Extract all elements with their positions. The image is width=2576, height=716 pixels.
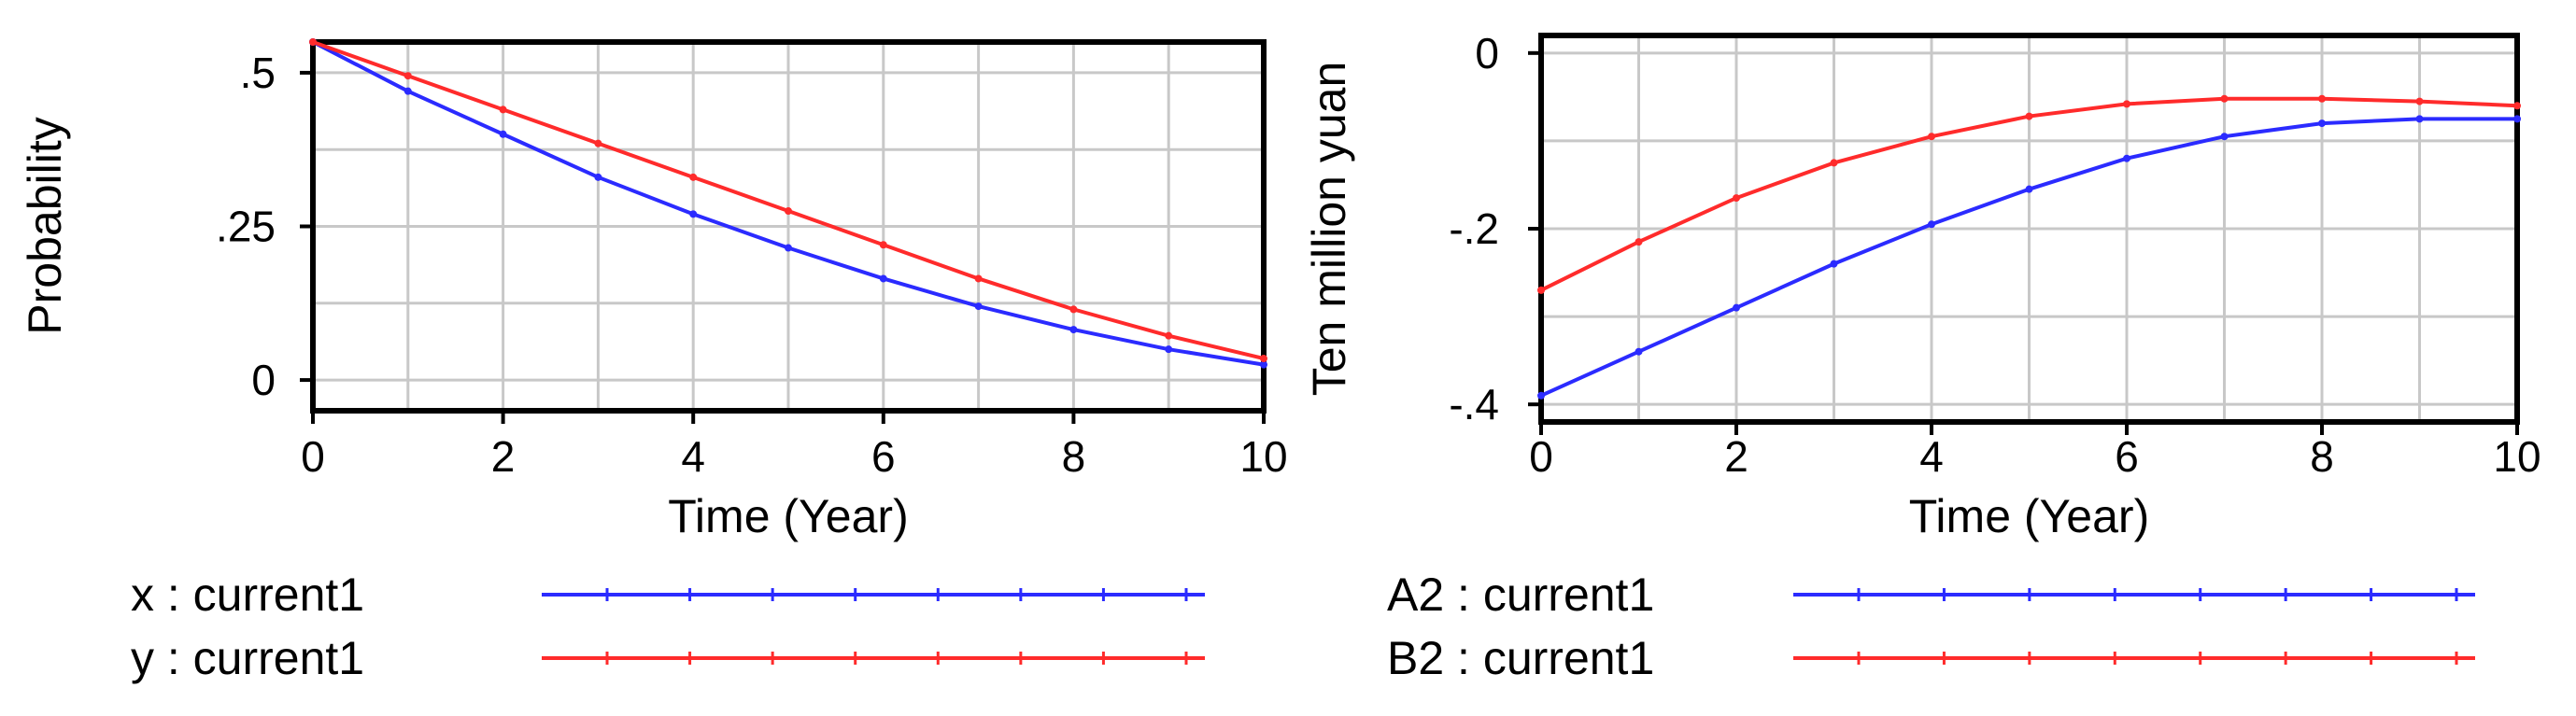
chart1-series-2-point xyxy=(689,173,698,181)
chart2-legend-label: B2 : current1 xyxy=(1387,632,1654,684)
chart2-series-1-point xyxy=(1537,391,1545,400)
chart1-series-2-point xyxy=(309,38,317,46)
chart1-x-tick-label: 2 xyxy=(491,432,516,481)
chart1-series-2-point xyxy=(785,207,792,216)
chart1-series-1-point xyxy=(785,244,792,252)
chart2-x-tick-label: 6 xyxy=(2115,432,2139,481)
chart1-series-1-point xyxy=(499,130,507,138)
chart2-series-2-point xyxy=(2318,94,2326,103)
chart2-x-tick-label: 2 xyxy=(1724,432,1748,481)
chart1-legend-label: y : current1 xyxy=(131,632,364,684)
chart1-x-tick-label: 10 xyxy=(1239,432,1287,481)
chart1-y-tick-label: .5 xyxy=(240,49,276,97)
chart2-series-2-point xyxy=(1928,133,1935,141)
chart1-x-axis-title: Time (Year) xyxy=(668,490,908,542)
chart2-series-2-point xyxy=(1635,238,1643,246)
chart2-y-tick-label: 0 xyxy=(1475,29,1499,77)
chart2-series-1-point xyxy=(2415,115,2424,123)
chart2-series-1-point xyxy=(1733,303,1740,312)
chart2-series-2-point xyxy=(1537,286,1545,294)
chart2-series-2-point xyxy=(2513,102,2521,110)
chart2-series-1-point xyxy=(2513,115,2521,123)
chart2-y-tick-label: -.4 xyxy=(1449,380,1499,428)
chart2-x-tick-label: 10 xyxy=(2493,432,2541,481)
chart1-x-tick-label: 6 xyxy=(871,432,896,481)
chart1-y-tick-label: .25 xyxy=(216,203,276,251)
chart1-series-1-point xyxy=(594,173,602,181)
chart1-series-2-point xyxy=(403,72,412,80)
chart1-series-2-point xyxy=(1069,305,1078,314)
chart1-series-2-point xyxy=(879,241,887,249)
chart2-series-2-point xyxy=(1830,159,1838,167)
chart2-x-axis-title: Time (Year) xyxy=(1909,490,2149,542)
chart2-series-1-point xyxy=(1635,347,1643,356)
chart1-series-1-point xyxy=(879,274,887,283)
chart2-y-axis-title: Ten million yuan xyxy=(1303,62,1355,397)
chart2-series-1-point xyxy=(2220,133,2229,141)
chart2-series-1-point xyxy=(2025,185,2033,193)
chart1-series-2-point xyxy=(974,274,983,283)
chart1-series-1-point xyxy=(1260,360,1267,369)
chart2-x-tick-label: 8 xyxy=(2310,432,2334,481)
chart1-series-2-point xyxy=(499,105,507,114)
chart2-series-1-point xyxy=(1830,260,1838,268)
chart2-x-tick-label: 0 xyxy=(1529,432,1553,481)
chart1-x-tick-label: 8 xyxy=(1062,432,1086,481)
chart1-series-1-point xyxy=(689,210,698,218)
chart2-series-1-point xyxy=(2123,154,2130,162)
chart2-series-2-point xyxy=(2415,97,2424,105)
chart2-series-1-point xyxy=(2318,119,2326,128)
chart1-legend-label: x : current1 xyxy=(131,569,364,621)
chart1-series-2-point xyxy=(1260,355,1267,363)
chart1-x-tick-label: 4 xyxy=(681,432,705,481)
chart2-series-2-point xyxy=(2025,112,2033,120)
chart1-series-1-point xyxy=(1069,326,1078,334)
chart1-series-1-point xyxy=(403,87,412,95)
chart1-y-tick-label: 0 xyxy=(251,356,276,404)
chart1-x-tick-label: 0 xyxy=(301,432,325,481)
chart1-series-1-point xyxy=(974,302,983,311)
chart2-series-2-point xyxy=(2220,94,2229,103)
chart1-series-1-point xyxy=(1165,345,1173,354)
chart2-legend-label: A2 : current1 xyxy=(1387,569,1654,621)
chart1-y-axis-title: Probability xyxy=(19,117,71,334)
chart2-series-2-point xyxy=(1733,194,1740,203)
chart2-series-2-point xyxy=(2123,100,2130,108)
chart1-series-2-point xyxy=(594,139,602,147)
chart1-series-2-point xyxy=(1165,331,1173,340)
chart2-series-1-point xyxy=(1928,220,1935,229)
chart2-y-tick-label: -.2 xyxy=(1449,204,1499,253)
chart2-x-tick-label: 4 xyxy=(1919,432,1944,481)
